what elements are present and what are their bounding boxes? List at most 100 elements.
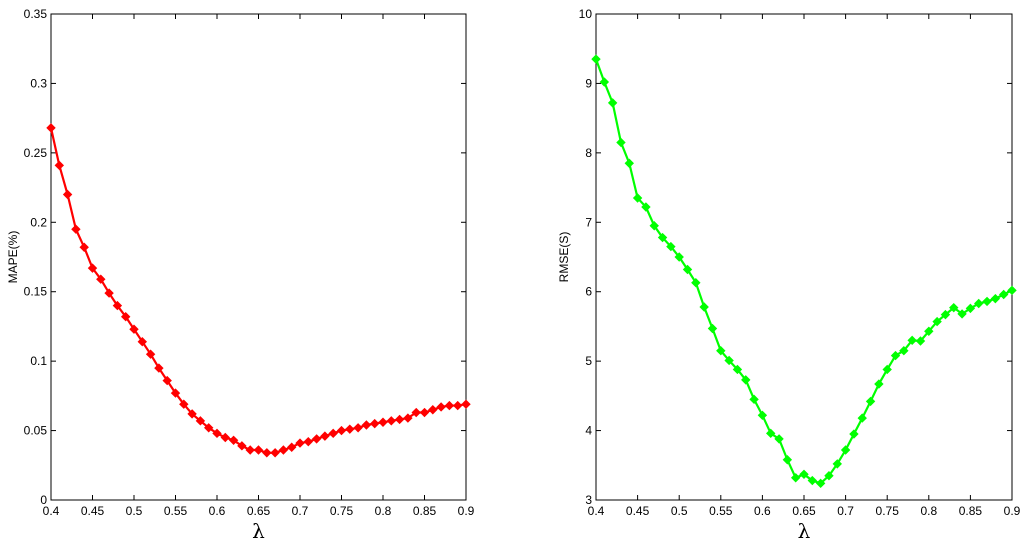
y-tick-label: 0.25 bbox=[24, 146, 48, 160]
data-point bbox=[965, 303, 976, 314]
data-point bbox=[641, 202, 651, 212]
data-point bbox=[774, 434, 784, 444]
x-tick-label: 0.8 bbox=[375, 504, 392, 518]
data-point bbox=[599, 77, 610, 87]
y-tick-label: 5 bbox=[585, 354, 592, 368]
data-point bbox=[452, 400, 463, 411]
data-point bbox=[278, 445, 289, 455]
data-point bbox=[649, 221, 659, 231]
data-point bbox=[262, 448, 272, 458]
y-axis-label: RMSE(S) bbox=[557, 232, 571, 283]
y-tick-label: 0.2 bbox=[30, 215, 47, 229]
data-point bbox=[145, 349, 156, 359]
data-point bbox=[899, 346, 909, 356]
data-point bbox=[403, 413, 413, 423]
plot-area-frame bbox=[50, 13, 467, 501]
data-point bbox=[96, 274, 106, 284]
x-axis-label: λ bbox=[798, 519, 811, 543]
x-axis-label: λ bbox=[252, 519, 265, 543]
data-point bbox=[840, 445, 851, 455]
data-point bbox=[461, 399, 471, 409]
data-point bbox=[874, 379, 884, 389]
x-tick-label: 0.65 bbox=[247, 504, 271, 518]
data-point bbox=[79, 242, 89, 252]
y-axis-label: MAPE(%) bbox=[6, 231, 20, 284]
data-point bbox=[691, 277, 701, 288]
data-point bbox=[444, 400, 455, 411]
data-point bbox=[607, 98, 618, 108]
x-tick-label: 0.45 bbox=[81, 504, 105, 518]
x-tick-label: 0.9 bbox=[458, 504, 475, 518]
x-tick-label: 0.75 bbox=[876, 504, 900, 518]
data-point bbox=[807, 475, 818, 486]
data-point bbox=[657, 232, 668, 243]
data-point bbox=[682, 264, 693, 275]
data-point bbox=[46, 123, 56, 133]
data-point bbox=[849, 429, 859, 439]
data-point bbox=[782, 455, 793, 465]
data-point bbox=[154, 363, 164, 373]
data-point bbox=[71, 224, 81, 234]
x-tick-label: 0.55 bbox=[164, 504, 188, 518]
x-tick-label: 0.5 bbox=[126, 504, 143, 518]
data-point bbox=[907, 335, 917, 346]
y-tick-label: 0.1 bbox=[30, 354, 47, 368]
data-point bbox=[632, 193, 643, 203]
y-tick-label: 3 bbox=[585, 493, 592, 507]
data-point bbox=[865, 396, 876, 407]
data-point bbox=[220, 432, 231, 443]
data-point bbox=[428, 405, 438, 415]
data-point bbox=[832, 459, 842, 469]
data-point bbox=[353, 423, 363, 433]
data-point bbox=[915, 336, 926, 346]
data-point bbox=[724, 355, 734, 366]
x-tick-label: 0.55 bbox=[709, 504, 733, 518]
data-point bbox=[320, 431, 330, 441]
data-point bbox=[624, 158, 634, 168]
data-point bbox=[179, 399, 189, 409]
data-point bbox=[857, 413, 867, 423]
data-point bbox=[616, 137, 626, 148]
x-tick-label: 0.85 bbox=[959, 504, 983, 518]
data-point bbox=[369, 418, 380, 429]
data-point bbox=[104, 288, 114, 298]
data-point bbox=[741, 375, 751, 385]
x-tick-label: 0.75 bbox=[330, 504, 354, 518]
data-point bbox=[253, 445, 264, 455]
x-tick-label: 0.85 bbox=[413, 504, 437, 518]
x-tick-label: 0.7 bbox=[292, 504, 309, 518]
x-tick-label: 0.8 bbox=[920, 504, 937, 518]
y-tick-label: 0.35 bbox=[24, 7, 48, 21]
plot-area-frame bbox=[595, 13, 1013, 501]
data-point bbox=[419, 407, 430, 418]
data-point bbox=[436, 402, 446, 412]
data-point bbox=[311, 434, 322, 444]
data-point bbox=[716, 346, 726, 356]
x-tick-label: 0.4 bbox=[588, 504, 605, 518]
data-point bbox=[766, 428, 776, 439]
data-point bbox=[666, 241, 676, 252]
data-point bbox=[949, 302, 959, 313]
data-point bbox=[411, 407, 421, 418]
y-tick-label: 0.05 bbox=[24, 424, 48, 438]
data-point bbox=[187, 409, 197, 419]
data-point bbox=[336, 425, 347, 436]
data-point bbox=[203, 423, 214, 433]
data-point bbox=[212, 428, 222, 439]
data-point bbox=[924, 326, 934, 336]
x-tick-label: 0.9 bbox=[1004, 504, 1021, 518]
data-point bbox=[120, 312, 131, 322]
y-tick-label: 7 bbox=[585, 215, 592, 229]
y-tick-label: 0.15 bbox=[24, 285, 48, 299]
data-point bbox=[974, 298, 984, 309]
data-point bbox=[303, 436, 314, 447]
y-tick-label: 6 bbox=[585, 285, 592, 299]
x-tick-label: 0.6 bbox=[209, 504, 226, 518]
data-point bbox=[170, 388, 181, 398]
data-point bbox=[137, 336, 148, 347]
data-point bbox=[890, 350, 901, 361]
data-point bbox=[62, 189, 73, 200]
data-point bbox=[824, 470, 834, 481]
data-point bbox=[749, 394, 759, 405]
